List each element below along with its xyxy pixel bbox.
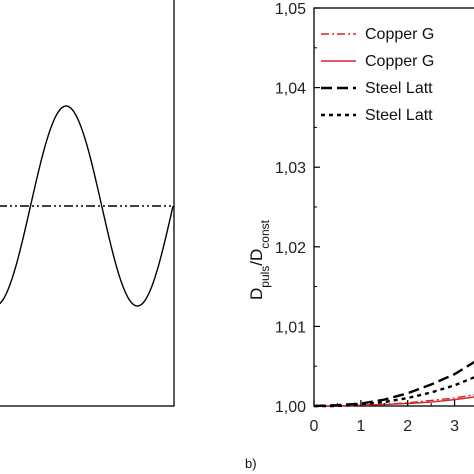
y-tick-label: 1,01 (275, 319, 306, 336)
panel-a (0, 0, 175, 407)
x-tick-label: 1 (356, 418, 365, 435)
x-tick-label: 3 (450, 418, 459, 435)
x-tick-label: 0 (310, 418, 319, 435)
y-tick-label: 1,03 (275, 160, 306, 177)
x-tick-label: 2 (403, 418, 412, 435)
legend-label-1: Copper G (365, 26, 434, 43)
panel-a-series-line-1 (0, 105, 174, 307)
y-axis-label-sub1: puls (258, 266, 272, 288)
legend-label-2: Copper G (365, 53, 434, 70)
y-axis-label: Dpuls/Dconst (247, 219, 272, 300)
panel-a-series (0, 105, 174, 307)
y-axis-label-sub2: const (258, 219, 272, 248)
y-axis-label-main: D (247, 288, 266, 300)
legend-label-3: Steel Latt (365, 80, 433, 97)
y-tick-label: 1,00 (275, 399, 306, 416)
panel-b-series-line-3 (313, 360, 474, 408)
legend-label-4: Steel Latt (365, 107, 433, 124)
panel-b-label: b) (245, 456, 257, 471)
panel-b-ticks: 1,00 1,01 1,02 1,03 1,04 1,05 0 1 2 3 (275, 1, 459, 435)
panel-b: 1,00 1,01 1,02 1,03 1,04 1,05 0 1 2 3 Dpuls/Dcons… (245, 1, 474, 471)
y-tick-label: 1,04 (275, 81, 306, 98)
panel-a-frame (0, 0, 175, 407)
y-tick-label: 1,02 (275, 240, 306, 257)
panel-b-series (313, 360, 474, 408)
panel-b-series-line-4 (314, 376, 474, 408)
y-axis-label-mid: /D (247, 249, 266, 266)
y-tick-label: 1,05 (275, 1, 306, 18)
legend: Copper G Copper G Steel Latt Steel Latt (321, 26, 434, 124)
